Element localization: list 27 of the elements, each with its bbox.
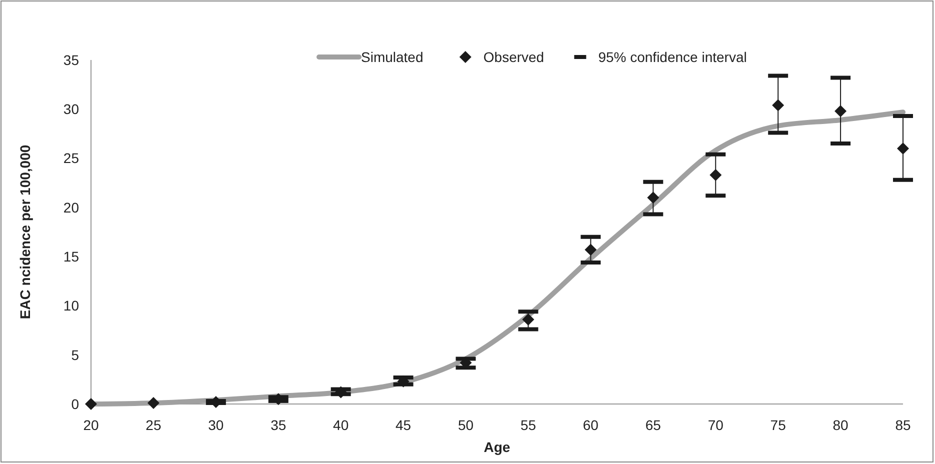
y-tick-label: 10 [63,298,80,314]
y-tick-label: 20 [63,199,80,216]
x-tick-label: 25 [146,417,162,433]
x-tick-label: 45 [396,417,412,433]
x-tick-label: 55 [520,417,536,433]
y-tick-label: 15 [63,248,80,264]
legend-label: Observed [483,48,544,65]
x-tick-label: 85 [895,417,911,433]
x-tick-label: 65 [645,417,662,433]
annotation: 95% confidence interval [598,48,747,65]
y-tick-label: 30 [63,101,80,118]
y-tick-label: 0 [71,396,80,412]
x-axis-title: Age [484,439,510,455]
x-tick-label: 35 [270,417,286,433]
x-tick-label: 80 [832,417,849,433]
y-tick-label: 5 [71,346,80,363]
y-tick-label: 25 [63,150,80,166]
legend-label: Simulated [361,48,424,65]
x-tick-label: 30 [208,417,224,433]
x-tick-label: 60 [582,417,599,433]
y-axis-title: EAC ncidence per 100,000 [17,144,33,320]
y-tick-label: 35 [63,52,80,68]
x-tick-label: 40 [333,417,349,433]
x-tick-label: 75 [770,417,786,433]
x-tick-label: 70 [708,417,724,433]
x-tick-label: 50 [458,417,474,433]
x-tick-label: 20 [83,417,99,433]
